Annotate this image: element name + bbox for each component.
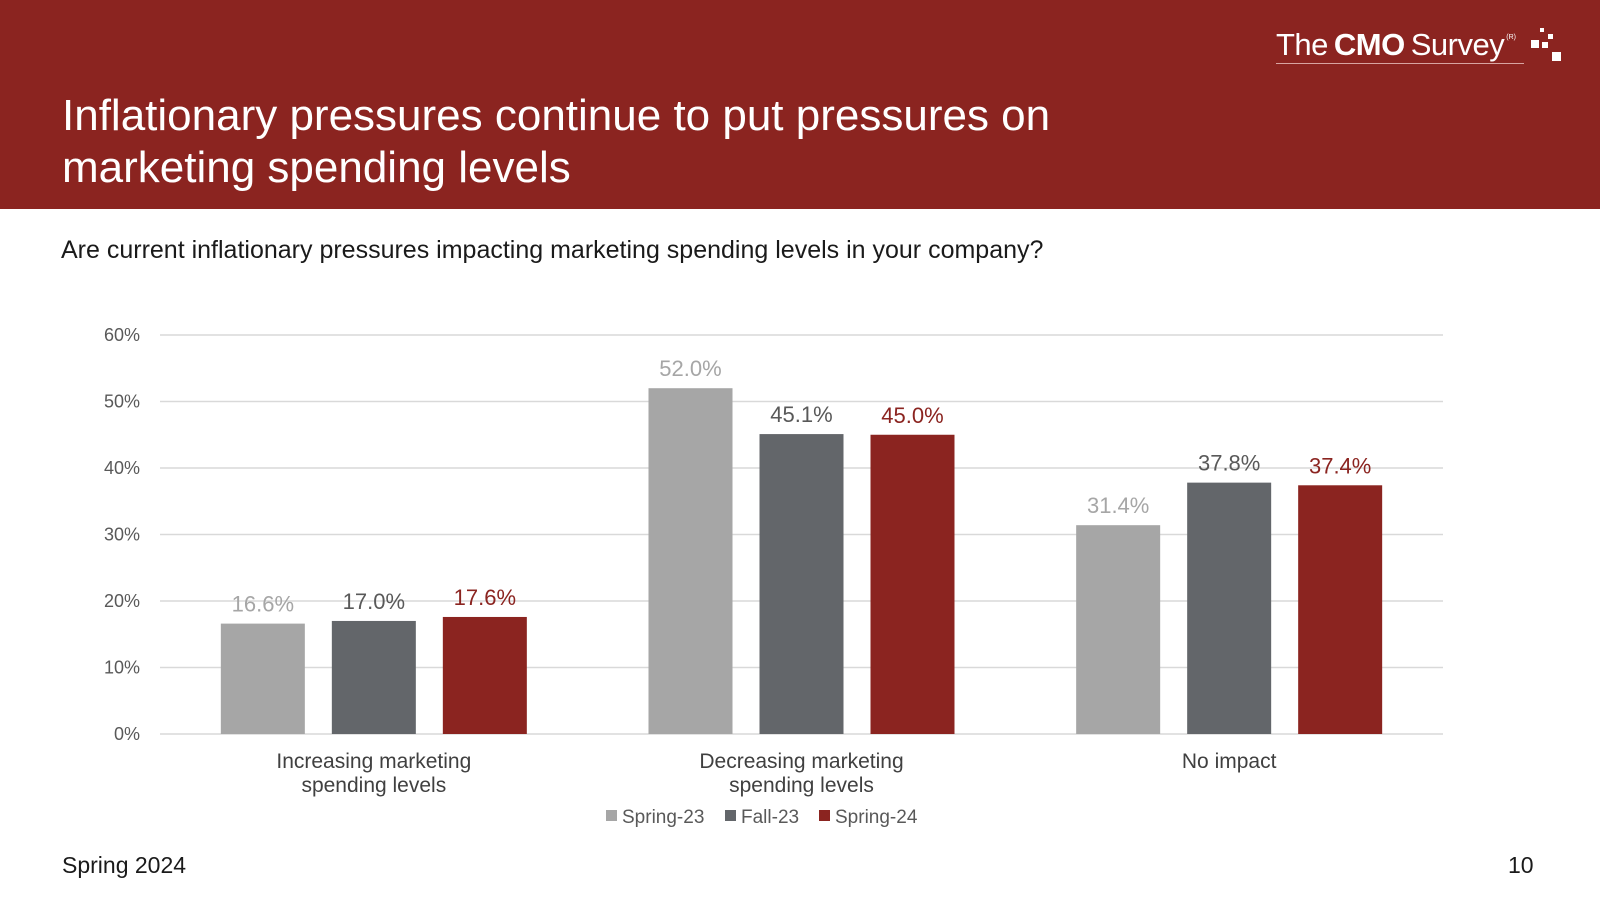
y-tick-label: 0% xyxy=(114,724,140,744)
y-tick-label: 20% xyxy=(104,591,140,611)
bar-chart: 0% 10% 20% 30% 40% 50% 60% 16.6% 17.0% 17.6% Incre… xyxy=(104,325,1443,828)
logo-cmo: CMO xyxy=(1333,27,1405,62)
data-label: 31.4% xyxy=(1087,493,1149,518)
data-label: 37.4% xyxy=(1309,453,1371,478)
bar xyxy=(1076,525,1161,734)
legend-label: Fall-23 xyxy=(741,807,799,828)
bar xyxy=(648,388,733,734)
data-label: 45.0% xyxy=(881,403,943,428)
legend-swatch xyxy=(725,810,736,821)
data-label: 17.0% xyxy=(343,589,405,614)
logo-underline xyxy=(1276,63,1524,64)
y-tick-label: 30% xyxy=(104,525,140,545)
bar xyxy=(1298,485,1383,734)
data-label: 37.8% xyxy=(1198,451,1260,476)
data-label: 45.1% xyxy=(770,402,832,427)
x-category-label: spending levels xyxy=(729,774,874,797)
logo-the: The xyxy=(1276,27,1328,62)
bar xyxy=(220,623,305,734)
footer-date: Spring 2024 xyxy=(62,852,187,878)
header-banner: Inflationary pressures continue to put p… xyxy=(0,0,1600,209)
logo-registered-mark: (R) xyxy=(1506,34,1516,41)
bar xyxy=(870,434,955,734)
bar xyxy=(442,616,527,734)
survey-question: Are current inflationary pressures impac… xyxy=(61,236,1044,264)
data-label: 17.6% xyxy=(454,585,516,610)
x-category-label: spending levels xyxy=(301,774,446,797)
y-tick-label: 50% xyxy=(104,392,140,412)
x-category-label: Decreasing marketing xyxy=(699,750,903,773)
data-label: 16.6% xyxy=(232,592,294,617)
cmo-survey-logo: The CMO Survey (R) xyxy=(1276,26,1516,70)
legend-label: Spring-24 xyxy=(835,807,918,828)
legend-swatch xyxy=(606,810,617,821)
x-category-label: No impact xyxy=(1182,750,1277,773)
bar xyxy=(759,434,844,734)
y-tick-label: 40% xyxy=(104,458,140,478)
y-tick-label: 60% xyxy=(104,325,140,345)
bar xyxy=(331,620,416,734)
legend-swatch xyxy=(819,810,830,821)
x-category-label: Increasing marketing xyxy=(276,750,471,773)
logo-survey: Survey xyxy=(1410,27,1505,62)
y-tick-label: 10% xyxy=(104,658,140,678)
bar xyxy=(1187,482,1272,734)
legend-label: Spring-23 xyxy=(622,807,704,828)
page-number: 10 xyxy=(1508,852,1534,878)
page-title: Inflationary pressures continue to put p… xyxy=(62,91,1051,192)
logo-squares-icon xyxy=(1528,28,1564,64)
data-label: 52.0% xyxy=(659,356,721,381)
